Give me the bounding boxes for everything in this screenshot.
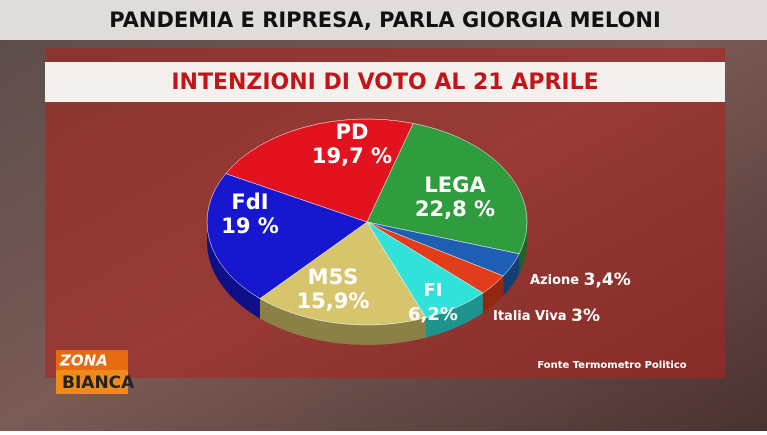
slice-side <box>259 298 426 345</box>
category-label: LEGA <box>424 173 486 197</box>
title-bar <box>45 62 725 102</box>
slice-side <box>519 222 527 274</box>
logo-top <box>56 350 128 370</box>
header-bar <box>0 0 767 40</box>
slice <box>225 118 414 223</box>
slice-side <box>207 222 260 319</box>
chart-title: INTENZIONI DI VOTO AL 21 APRILE <box>171 70 598 95</box>
value-label: 19 % <box>221 214 279 238</box>
slice <box>366 123 528 255</box>
slice-side <box>482 275 504 314</box>
logo-line2: BIANCA <box>62 373 135 393</box>
slice-side <box>425 293 483 338</box>
slice-label: Italia Viva 3% <box>493 306 600 326</box>
header-title: PANDEMIA E RIPRESA, PARLA GIORGIA MELONI <box>109 8 661 32</box>
category-label: Azione <box>530 273 579 288</box>
slice-label: Azione 3,4% <box>530 270 631 290</box>
category-label: Italia Viva <box>493 309 567 324</box>
category-label: FI <box>424 280 443 301</box>
category-label: M5S <box>308 265 359 289</box>
value-label: 22,8 % <box>415 197 495 221</box>
logo-line1: ZONA <box>59 352 108 370</box>
slice-side <box>503 253 520 296</box>
logo-bottom <box>56 370 128 394</box>
value-label: 3,4% <box>584 270 631 290</box>
value-label: 6,2% <box>408 304 458 325</box>
category-label: PD <box>336 120 369 144</box>
slice <box>206 173 368 299</box>
value-label: 3% <box>571 306 600 326</box>
source: Fonte Termometro Politico <box>537 360 686 371</box>
value-label: 15,9% <box>297 289 370 313</box>
slice <box>259 221 427 326</box>
category-label: FdI <box>231 190 268 214</box>
value-label: 19,7 % <box>312 144 392 168</box>
